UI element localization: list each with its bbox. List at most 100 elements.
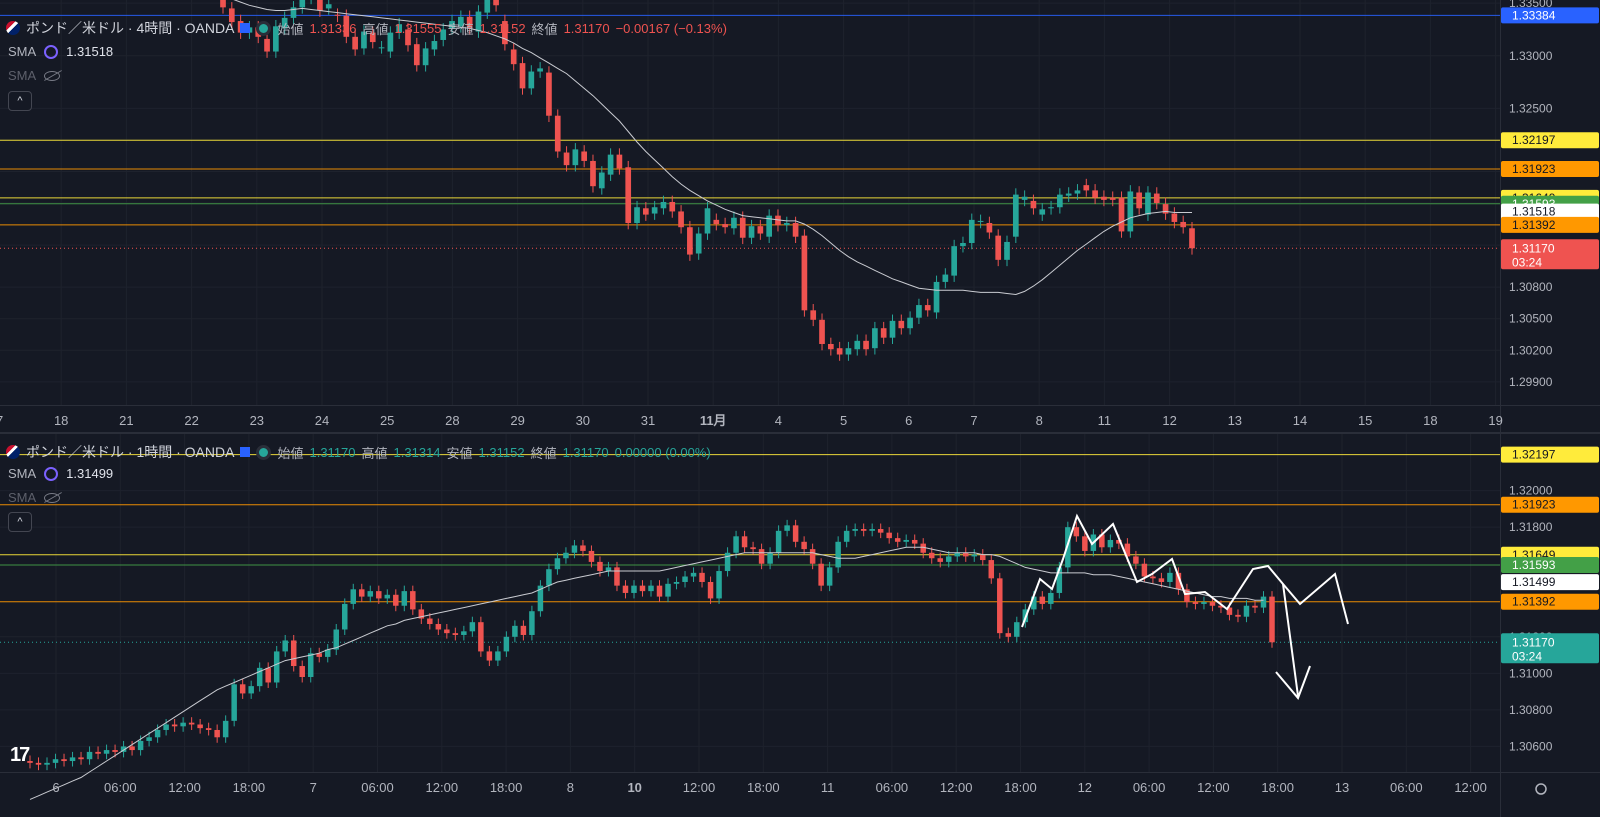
candle-body[interactable] — [1101, 196, 1107, 200]
candle-body[interactable] — [894, 538, 901, 542]
candle-body[interactable] — [889, 320, 896, 338]
candle-body[interactable] — [239, 684, 246, 694]
hidden-eye-icon[interactable] — [44, 492, 61, 503]
candle-body[interactable] — [665, 583, 671, 597]
candle-body[interactable] — [95, 751, 101, 754]
sma-source-icon[interactable] — [44, 44, 59, 59]
candle-body[interactable] — [410, 591, 416, 610]
candle-body[interactable] — [997, 578, 1003, 634]
candle-body[interactable] — [607, 154, 614, 175]
candle-body[interactable] — [1118, 197, 1125, 232]
candle-body[interactable] — [401, 591, 408, 606]
candle-body[interactable] — [886, 532, 892, 539]
candle-body[interactable] — [1057, 194, 1063, 208]
candle-body[interactable] — [819, 319, 825, 344]
candle-body[interactable] — [413, 44, 420, 66]
sma-indicator-1[interactable]: SMA 1.31518 — [8, 44, 113, 59]
price-label-box[interactable] — [1501, 556, 1599, 573]
candle-body[interactable] — [818, 563, 824, 586]
candle-body[interactable] — [945, 556, 952, 562]
candle-body[interactable] — [44, 762, 50, 765]
candle-body[interactable] — [920, 543, 926, 553]
candle-body[interactable] — [951, 246, 957, 276]
candle-body[interactable] — [220, 0, 226, 8]
candle-body[interactable] — [248, 686, 254, 694]
candle-body[interactable] — [537, 68, 543, 72]
candle-body[interactable] — [137, 740, 144, 751]
candle-body[interactable] — [739, 217, 746, 238]
candle-body[interactable] — [512, 625, 518, 637]
candle-body[interactable] — [1048, 592, 1054, 604]
candle-body[interactable] — [682, 576, 688, 582]
candle-body[interactable] — [792, 525, 799, 542]
candle-body[interactable] — [933, 281, 940, 313]
candle-body[interactable] — [86, 751, 93, 760]
candle-body[interactable] — [1226, 607, 1233, 615]
candle-body[interactable] — [61, 759, 67, 762]
symbol-title[interactable]: ポンド／米ドル · 4時間 · OANDA — [26, 20, 235, 36]
candle-body[interactable] — [35, 762, 42, 765]
candle-body[interactable] — [827, 343, 834, 350]
candle-body[interactable] — [317, 0, 323, 11]
candle-body[interactable] — [188, 722, 195, 725]
candle-body[interactable] — [1269, 596, 1275, 643]
candle-body[interactable] — [537, 585, 544, 612]
candle-body[interactable] — [163, 724, 169, 730]
candle-body[interactable] — [427, 618, 433, 625]
candle-body[interactable] — [1074, 190, 1081, 194]
candle-body[interactable] — [783, 223, 790, 226]
candle-body[interactable] — [1065, 193, 1072, 196]
candle-body[interactable] — [1158, 578, 1165, 582]
candle-body[interactable] — [801, 541, 807, 550]
candle-body[interactable] — [845, 348, 852, 355]
price-label-box[interactable] — [1501, 7, 1599, 24]
collapse-legend-button[interactable]: ^ — [8, 91, 32, 111]
chart-4h-canvas[interactable]: 1.335001.330001.325001.322001.319001.316… — [0, 0, 1600, 432]
candle-body[interactable] — [590, 160, 596, 187]
candle-body[interactable] — [775, 530, 782, 553]
candle-body[interactable] — [273, 26, 279, 52]
candle-body[interactable] — [597, 561, 603, 572]
candle-body[interactable] — [903, 539, 909, 542]
last-price-box[interactable] — [1501, 633, 1599, 664]
candle-body[interactable] — [307, 653, 314, 677]
candle-body[interactable] — [869, 529, 875, 531]
candle-body[interactable] — [563, 152, 570, 166]
candle-body[interactable] — [1175, 572, 1182, 590]
candle-body[interactable] — [359, 589, 365, 597]
candle-body[interactable] — [1141, 563, 1148, 577]
candle-body[interactable] — [810, 310, 817, 320]
candle-body[interactable] — [510, 49, 517, 65]
price-label-box[interactable] — [1501, 203, 1599, 220]
candle-body[interactable] — [546, 569, 552, 586]
candle-body[interactable] — [716, 571, 722, 599]
candle-body[interactable] — [741, 536, 748, 548]
candle-body[interactable] — [449, 21, 455, 29]
candle-body[interactable] — [690, 572, 697, 577]
candle-body[interactable] — [1180, 221, 1187, 228]
candle-body[interactable] — [1167, 572, 1173, 582]
candle-body[interactable] — [466, 16, 473, 29]
candle-body[interactable] — [801, 235, 808, 311]
candle-body[interactable] — [205, 728, 212, 730]
candle-body[interactable] — [852, 529, 858, 531]
candle-body[interactable] — [678, 211, 684, 228]
candle-body[interactable] — [222, 720, 229, 738]
candle-body[interactable] — [1107, 539, 1114, 548]
candle-body[interactable] — [625, 167, 632, 224]
candle-body[interactable] — [369, 32, 376, 43]
candle-body[interactable] — [1235, 614, 1241, 617]
candle-body[interactable] — [350, 589, 357, 604]
candle-body[interactable] — [154, 729, 161, 738]
candle-body[interactable] — [444, 629, 450, 634]
candle-body[interactable] — [367, 591, 374, 597]
candle-body[interactable] — [384, 594, 391, 599]
candle-body[interactable] — [605, 567, 612, 572]
candle-body[interactable] — [1127, 191, 1134, 232]
candle-body[interactable] — [146, 737, 152, 741]
candle-body[interactable] — [197, 724, 203, 729]
candle-body[interactable] — [1184, 589, 1190, 603]
candle-body[interactable] — [704, 208, 711, 234]
flag-marker-icon[interactable] — [240, 23, 251, 33]
candle-body[interactable] — [27, 761, 33, 763]
